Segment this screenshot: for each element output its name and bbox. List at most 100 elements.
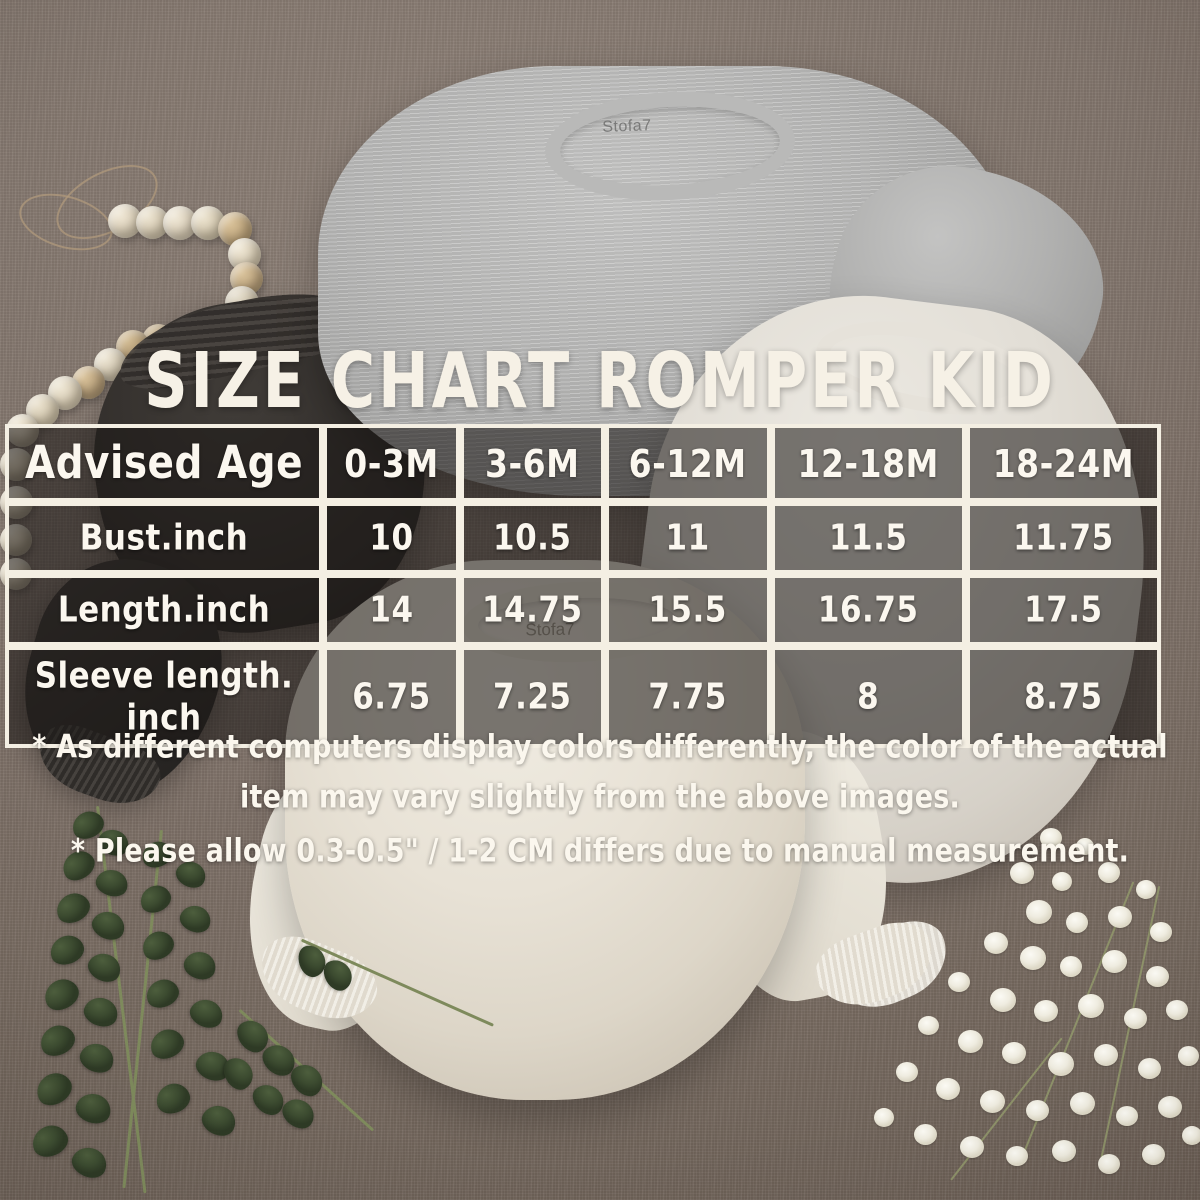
babys-breath-flower — [948, 972, 970, 992]
babys-breath-flower — [1158, 1096, 1182, 1118]
babys-breath-flower — [1026, 1100, 1049, 1121]
column-header-size-12-18m-label: 12-18M — [797, 440, 939, 486]
cell-bust-18-24m: 11.75 — [965, 502, 1161, 574]
cell-sleeve-18-24m-value: 8.75 — [1024, 676, 1103, 718]
babys-breath-flower — [914, 1124, 937, 1145]
disclaimer-line-2: item may vary slightly from the above im… — [0, 779, 1200, 816]
cell-bust-6-12m-value: 11 — [665, 517, 710, 559]
babys-breath-flower — [1002, 1042, 1026, 1064]
babys-breath-flower — [1142, 1144, 1165, 1165]
babys-breath-flower — [1052, 872, 1072, 891]
babys-breath-flower — [958, 1030, 983, 1053]
disclaimer-line-1: * As different computers display colors … — [0, 729, 1200, 766]
cell-length-6-12m: 15.5 — [604, 574, 771, 646]
babys-breath-flower — [1094, 1044, 1118, 1066]
babys-breath-flower — [1116, 1106, 1138, 1126]
babys-breath-flower — [1178, 1046, 1199, 1066]
cell-length-18-24m: 17.5 — [965, 574, 1161, 646]
column-header-size-18-24m: 18-24M — [965, 424, 1161, 502]
table-row-length: Length.inch 14 14.75 15.5 16.75 17.5 — [5, 574, 1161, 646]
cell-bust-0-3m-value: 10 — [369, 517, 414, 559]
babys-breath-flower — [960, 1136, 984, 1158]
cell-length-3-6m: 14.75 — [459, 574, 605, 646]
babys-breath-flower — [1026, 900, 1052, 924]
babys-breath-flower — [1150, 922, 1172, 942]
column-header-size-12-18m: 12-18M — [770, 424, 966, 502]
row-header-bust-label: Bust.inch — [79, 517, 249, 559]
disclaimer-line-3-text: * Please allow 0.3-0.5" / 1-2 CM differs… — [70, 833, 1130, 870]
babys-breath-flower — [874, 1108, 894, 1127]
cell-sleeve-0-3m: 6.75 — [323, 646, 460, 748]
babys-breath-flower — [1098, 1154, 1120, 1174]
cell-bust-3-6m: 10.5 — [459, 502, 605, 574]
babys-breath-flower — [896, 1062, 918, 1082]
babys-breath-flower — [1040, 828, 1062, 848]
babys-breath-flower — [1060, 956, 1082, 977]
cell-sleeve-3-6m-value: 7.25 — [493, 676, 572, 718]
babys-breath-flower — [990, 988, 1016, 1012]
cell-length-3-6m-value: 14.75 — [481, 589, 583, 631]
cell-length-18-24m-value: 17.5 — [1024, 589, 1103, 631]
cell-bust-3-6m-value: 10.5 — [493, 517, 572, 559]
babys-breath-flower — [1076, 838, 1094, 855]
cell-length-12-18m-value: 16.75 — [817, 589, 919, 631]
babys-breath-flower — [1066, 912, 1088, 933]
disclaimer-line-1-text: * As different computers display colors … — [32, 729, 1168, 766]
cell-bust-6-12m: 11 — [604, 502, 771, 574]
cell-length-12-18m: 16.75 — [770, 574, 966, 646]
row-header-sleeve-length-label: Sleeve length. inch — [34, 655, 294, 739]
cell-bust-18-24m-value: 11.75 — [1013, 517, 1114, 559]
cell-sleeve-18-24m: 8.75 — [965, 646, 1161, 748]
size-chart-table: Advised Age 0-3M 3-6M 6-12M 12-18M 18-24… — [5, 424, 1161, 748]
babys-breath-flower — [1136, 880, 1156, 899]
row-header-sleeve-length: Sleeve length. inch — [5, 646, 323, 748]
cell-bust-12-18m: 11.5 — [770, 502, 966, 574]
row-header-length: Length.inch — [5, 574, 323, 646]
cell-bust-12-18m-value: 11.5 — [828, 517, 908, 559]
cell-bust-0-3m: 10 — [323, 502, 460, 574]
babys-breath-flower — [1166, 1000, 1188, 1020]
babys-breath-flower — [1138, 1058, 1161, 1079]
babys-breath-flower — [1098, 862, 1120, 883]
table-header-row: Advised Age 0-3M 3-6M 6-12M 12-18M 18-24… — [5, 424, 1161, 502]
babys-breath-flower — [1034, 1000, 1058, 1022]
disclaimer-line-3: * Please allow 0.3-0.5" / 1-2 CM differs… — [0, 833, 1200, 870]
column-header-size-0-3m: 0-3M — [323, 424, 460, 502]
page-title: SIZE CHART ROMPER KID — [144, 336, 1056, 426]
babys-breath-flower — [1078, 994, 1104, 1018]
column-header-size-3-6m: 3-6M — [459, 424, 605, 502]
cell-length-0-3m: 14 — [323, 574, 460, 646]
babys-breath-flower — [1048, 1052, 1074, 1076]
babys-breath-flower — [1124, 1008, 1147, 1029]
babys-breath-flower — [1146, 966, 1169, 987]
babys-breath-flower — [1010, 862, 1034, 884]
column-header-size-0-3m-label: 0-3M — [344, 440, 439, 486]
babys-breath-flower — [1052, 1140, 1076, 1162]
cell-sleeve-6-12m-value: 7.75 — [648, 676, 727, 718]
cell-length-6-12m-value: 15.5 — [648, 589, 727, 631]
column-header-size-6-12m: 6-12M — [604, 424, 771, 502]
cell-sleeve-3-6m: 7.25 — [459, 646, 605, 748]
table-row-sleeve-length: Sleeve length. inch 6.75 7.25 7.75 8 8.7… — [5, 646, 1161, 748]
babys-breath-flower — [918, 1016, 939, 1035]
cell-sleeve-6-12m: 7.75 — [604, 646, 771, 748]
babys-breath-flower — [1102, 950, 1127, 973]
babys-breath-flower — [1108, 906, 1132, 928]
cell-length-0-3m-value: 14 — [369, 589, 414, 631]
column-header-size-3-6m-label: 3-6M — [485, 440, 580, 486]
column-header-size-6-12m-label: 6-12M — [628, 440, 747, 486]
table-row-bust: Bust.inch 10 10.5 11 11.5 11.75 — [5, 502, 1161, 574]
cell-sleeve-12-18m: 8 — [770, 646, 966, 748]
row-header-bust: Bust.inch — [5, 502, 323, 574]
column-header-size-18-24m-label: 18-24M — [992, 440, 1135, 486]
babys-breath-flower — [936, 1078, 960, 1100]
babys-breath-flower — [1020, 946, 1046, 970]
babys-breath-flower — [1070, 1092, 1095, 1115]
babys-breath-flower — [984, 932, 1008, 954]
cell-sleeve-12-18m-value: 8 — [857, 676, 880, 718]
column-header-advised-age-label: Advised Age — [24, 436, 304, 490]
babys-breath-flower — [980, 1090, 1005, 1113]
babys-breath-flower — [1006, 1146, 1028, 1166]
column-header-advised-age: Advised Age — [5, 424, 323, 502]
